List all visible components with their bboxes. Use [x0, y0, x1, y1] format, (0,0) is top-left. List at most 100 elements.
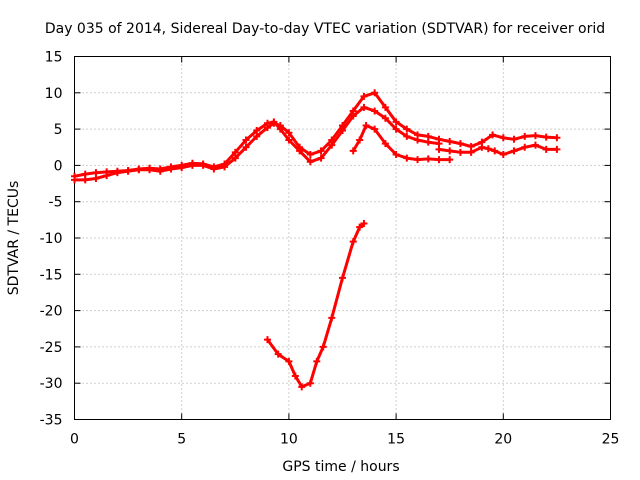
data-point — [306, 379, 314, 387]
y-tick-label: -30 — [40, 376, 63, 392]
y-tick-label: -10 — [40, 231, 63, 247]
data-point — [499, 151, 507, 159]
data-point — [360, 103, 368, 111]
y-tick-label: 0 — [54, 158, 63, 174]
data-point — [113, 167, 121, 175]
data-point — [231, 148, 239, 156]
y-tick-label: -15 — [40, 267, 63, 283]
data-point — [446, 147, 454, 155]
x-tick-label: 25 — [602, 432, 620, 448]
data-point — [349, 147, 357, 155]
y-tick-label: -25 — [40, 340, 63, 356]
data-point — [531, 141, 539, 149]
data-point — [188, 159, 196, 167]
data-point — [467, 148, 475, 156]
data-point — [414, 156, 422, 164]
data-point — [156, 165, 164, 173]
y-tick-label: -35 — [40, 413, 63, 429]
data-point — [306, 158, 314, 166]
data-point — [349, 112, 357, 120]
data-point — [360, 219, 368, 227]
grid — [74, 56, 611, 420]
data-point — [319, 343, 327, 351]
data-point — [71, 172, 78, 180]
data-point — [242, 143, 250, 151]
data-point — [146, 164, 154, 172]
data-point — [478, 143, 486, 151]
data-point — [210, 163, 218, 171]
y-axis-label: SDTVAR / TECUs — [6, 181, 22, 296]
data-point — [124, 166, 132, 174]
data-point — [339, 274, 346, 282]
data-point — [491, 147, 499, 155]
data-point — [92, 169, 100, 177]
y-tick-label: -20 — [40, 304, 63, 320]
data-point — [553, 134, 561, 142]
data-point — [381, 114, 389, 122]
data-point — [263, 119, 271, 127]
x-tick-label: 20 — [494, 432, 512, 448]
y-tick-label: -5 — [49, 195, 63, 211]
data-point — [328, 141, 336, 149]
data-point — [199, 160, 207, 168]
data-point — [392, 151, 400, 159]
data-point — [456, 140, 464, 148]
data-point — [553, 145, 561, 153]
data-point — [371, 107, 379, 115]
data-point — [424, 138, 432, 146]
data-point — [371, 89, 379, 97]
data-point — [371, 125, 379, 133]
data-point — [484, 145, 492, 153]
data-point — [274, 350, 282, 358]
series-line — [73, 91, 559, 182]
data-point — [356, 136, 364, 144]
x-tick-label: 15 — [387, 432, 405, 448]
data-point — [435, 156, 443, 164]
chart-title: Day 035 of 2014, Sidereal Day-to-day VTE… — [45, 21, 605, 37]
data-point — [285, 136, 293, 144]
data-point — [499, 134, 507, 142]
data-point — [276, 125, 284, 133]
data-point — [270, 118, 278, 126]
data-point — [456, 148, 464, 156]
data-point — [253, 127, 261, 135]
data-point — [167, 163, 175, 171]
data-point — [178, 161, 186, 169]
series-track-d — [435, 141, 561, 159]
data-point — [521, 143, 529, 151]
data-point — [403, 132, 411, 140]
data-point — [291, 372, 299, 380]
y-tick-label: 15 — [45, 50, 63, 66]
data-point — [296, 147, 304, 155]
data-point — [510, 147, 518, 155]
data-point — [285, 357, 293, 365]
data-point — [542, 133, 550, 141]
x-tick-label: 5 — [177, 432, 186, 448]
x-axis-label: GPS time / hours — [282, 459, 399, 475]
series-track-e — [263, 219, 368, 391]
data-point — [489, 131, 497, 139]
data-point — [81, 170, 89, 178]
data-point — [542, 145, 550, 153]
data-point — [510, 135, 518, 143]
y-tick-label: 10 — [45, 86, 63, 102]
data-point — [362, 121, 370, 129]
data-point — [339, 127, 346, 135]
series-track-c — [349, 121, 454, 164]
data-point — [381, 140, 389, 148]
data-point — [435, 145, 443, 153]
data-point — [242, 136, 250, 144]
x-tick-label: 10 — [280, 432, 298, 448]
axis-ticks: 0 5 10 15 20 25 15 10 5 0 -5 -10 -15 -20 -25 -30 -35 — [40, 50, 620, 448]
data-point — [328, 314, 336, 322]
data-point — [424, 155, 432, 163]
data-series — [71, 89, 561, 391]
data-point — [263, 336, 271, 344]
data-point — [313, 357, 321, 365]
data-point — [285, 129, 293, 137]
data-point — [403, 125, 411, 133]
data-point — [360, 92, 368, 100]
x-tick-label: 0 — [70, 432, 79, 448]
data-point — [135, 165, 143, 173]
